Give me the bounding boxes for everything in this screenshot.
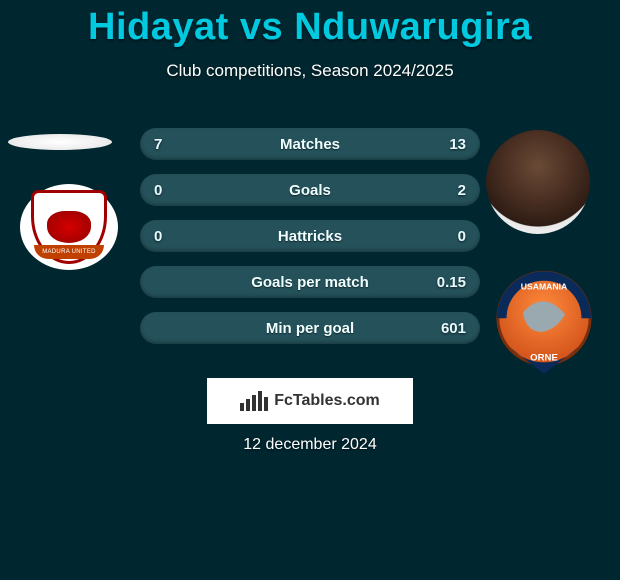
stat-right-value: 2 [432,182,466,199]
bar-icon [258,391,262,411]
comparison-subtitle: Club competitions, Season 2024/2025 [0,61,620,81]
stat-row: Goals per match 0.15 [140,266,480,298]
club1-logo: MADURA UNITED [20,184,118,270]
svg-text:ORNE: ORNE [530,352,558,363]
club2-logo: USAMANIA ORNE [490,266,598,382]
stat-label: Goals [188,182,432,199]
club1-shield-icon: MADURA UNITED [31,190,107,264]
stat-left-value: 7 [154,136,188,153]
stat-row: 0 Goals 2 [140,174,480,206]
comparison-date: 12 december 2024 [0,436,620,454]
stat-right-value: 0.15 [432,274,466,291]
stat-label: Hattricks [188,228,432,245]
bar-icon [264,397,268,411]
stat-label: Goals per match [188,274,432,291]
stat-label: Matches [188,136,432,153]
player1-portrait-placeholder [8,134,112,150]
watermark-text: FcTables.com [274,392,380,410]
stats-container: 7 Matches 13 0 Goals 2 0 Hattricks 0 Goa… [140,128,480,358]
comparison-title: Hidayat vs Nduwarugira [0,6,620,49]
watermark-badge: FcTables.com [207,378,413,424]
club1-name-band: MADURA UNITED [34,245,104,259]
svg-text:USAMANIA: USAMANIA [521,281,567,291]
stat-right-value: 0 [432,228,466,245]
bar-icon [252,395,256,411]
club2-shield-icon: USAMANIA ORNE [496,270,592,378]
stat-label: Min per goal [188,320,432,337]
player2-portrait [486,130,590,234]
bar-icon [246,399,250,411]
watermark-bars-icon [240,391,268,411]
stat-left-value: 0 [154,228,188,245]
stat-row: 0 Hattricks 0 [140,220,480,252]
stat-row: Min per goal 601 [140,312,480,344]
stat-right-value: 601 [432,320,466,337]
stat-left-value: 0 [154,182,188,199]
bar-icon [240,403,244,411]
stat-row: 7 Matches 13 [140,128,480,160]
stat-right-value: 13 [432,136,466,153]
